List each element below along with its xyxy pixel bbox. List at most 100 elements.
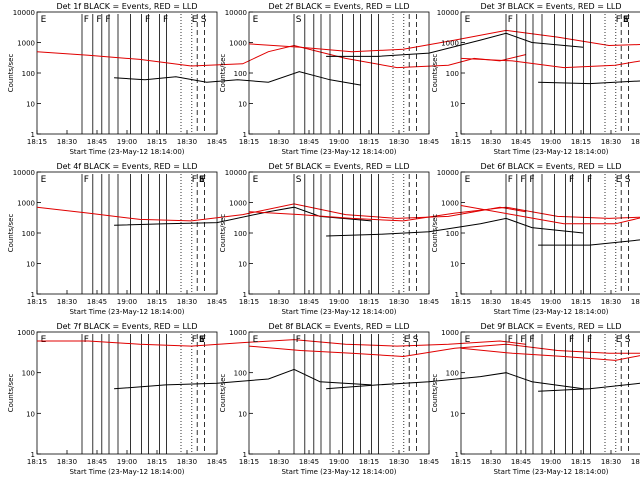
x-tick-label: 18:45 [207,298,227,306]
event-marker-label: F [569,175,574,185]
x-tick-label: 18:30 [481,138,501,146]
event-marker-label: F [520,335,525,345]
x-tick-label: 18:15 [147,458,167,466]
x-tick-label: 18:30 [601,138,621,146]
x-tick-label: 18:15 [571,458,591,466]
x-tick-label: 19:00 [541,138,561,146]
x-axis-label: Start Time (23-May-12 18:14:00) [493,148,608,156]
event-marker-label: E [465,175,471,185]
event-marker-label: F [199,335,204,345]
panel-title: Det 2f BLACK = Events, RED = LLD [268,2,409,11]
x-axis-label: Start Time (23-May-12 18:14:00) [493,468,608,476]
event-marker-label: F [199,175,204,185]
x-tick-label: 18:30 [57,298,77,306]
lld-series-line [460,347,640,361]
y-tick-label: 10000 [225,169,247,177]
y-tick-label: 1 [31,131,35,139]
x-tick-label: 18:45 [299,458,319,466]
y-tick-label: 100 [234,370,247,378]
x-tick-label: 18:15 [359,298,379,306]
x-axis-label: Start Time (23-May-12 18:14:00) [281,468,396,476]
lld-series-line [460,57,640,69]
y-tick-label: 1000 [441,200,459,208]
x-tick-label: 18:45 [87,458,107,466]
y-tick-label: 1000 [229,200,247,208]
y-tick-label: 1 [243,291,247,299]
event-marker-label: F [192,175,197,185]
panel-title: Det 9f BLACK = Events, RED = LLD [480,322,621,331]
plot-frame [460,331,640,455]
x-tick-label: 18:45 [419,458,439,466]
x-tick-label: 18:45 [207,138,227,146]
event-marker-label: S [201,15,207,25]
x-axis-label: Start Time (23-May-12 18:14:00) [493,308,608,316]
x-tick-label: 19:00 [329,138,349,146]
y-tick-label: 10 [450,101,459,109]
event-marker-label: E [41,15,47,25]
event-marker-label: E [253,335,259,345]
event-marker-label: F [616,15,621,25]
events-series-line [114,368,372,390]
x-tick-label: 18:15 [239,298,259,306]
x-tick-label: 18:45 [511,138,531,146]
y-tick-label: 1000 [17,200,35,208]
x-tick-label: 19:00 [329,298,349,306]
event-marker-label: S [625,175,631,185]
event-marker-label: F [587,335,592,345]
lld-series-line [460,205,640,225]
x-axis-label: Start Time (23-May-12 18:14:00) [281,148,396,156]
x-tick-label: 19:00 [117,298,137,306]
x-tick-label: 18:15 [359,458,379,466]
x-axis-label: Start Time (23-May-12 18:14:00) [69,148,184,156]
y-tick-label: 10000 [13,169,35,177]
panel-title: Det 4f BLACK = Events, RED = LLD [56,162,197,171]
y-axis-label: Counts/sec [219,374,227,413]
event-marker-label: F [529,175,534,185]
x-tick-label: 19:00 [117,138,137,146]
x-tick-label: 18:45 [299,138,319,146]
panel-title: Det 1f BLACK = Events, RED = LLD [56,2,197,11]
event-marker-label: S [199,175,205,185]
y-tick-label: 1 [455,291,459,299]
event-marker-label: E [192,15,198,25]
y-tick-label: 100 [22,70,35,78]
y-tick-label: 10 [26,101,35,109]
x-tick-label: 18:45 [87,298,107,306]
y-axis-label: Counts/sec [7,54,15,93]
panel-title: Det 7f BLACK = Events, RED = LLD [56,322,197,331]
x-tick-label: 18:30 [269,458,289,466]
x-tick-label: 18:15 [451,298,471,306]
event-marker-label: F [529,335,534,345]
x-tick-label: 19:00 [541,298,561,306]
x-tick-label: 18:45 [631,138,640,146]
y-axis-label: Counts/sec [219,214,227,253]
y-tick-label: 1000 [229,329,247,337]
x-tick-label: 19:00 [117,458,137,466]
x-tick-label: 18:30 [481,298,501,306]
event-marker-label: E [616,175,622,185]
event-marker-label: E [623,15,629,25]
event-marker-label: S [199,335,205,345]
y-tick-label: 100 [234,230,247,238]
x-tick-label: 18:15 [27,298,47,306]
event-marker-label: E [41,175,47,185]
x-tick-label: 18:30 [389,138,409,146]
lld-series-line [37,339,526,347]
event-marker-label: F [145,15,150,25]
x-tick-label: 18:45 [87,138,107,146]
x-tick-label: 18:15 [239,458,259,466]
x-tick-label: 18:30 [269,138,289,146]
x-tick-label: 18:30 [389,298,409,306]
y-tick-label: 10 [450,261,459,269]
y-tick-label: 1 [455,131,459,139]
event-marker-label: F [623,15,628,25]
event-marker-label: E [253,15,259,25]
x-tick-label: 18:45 [299,298,319,306]
